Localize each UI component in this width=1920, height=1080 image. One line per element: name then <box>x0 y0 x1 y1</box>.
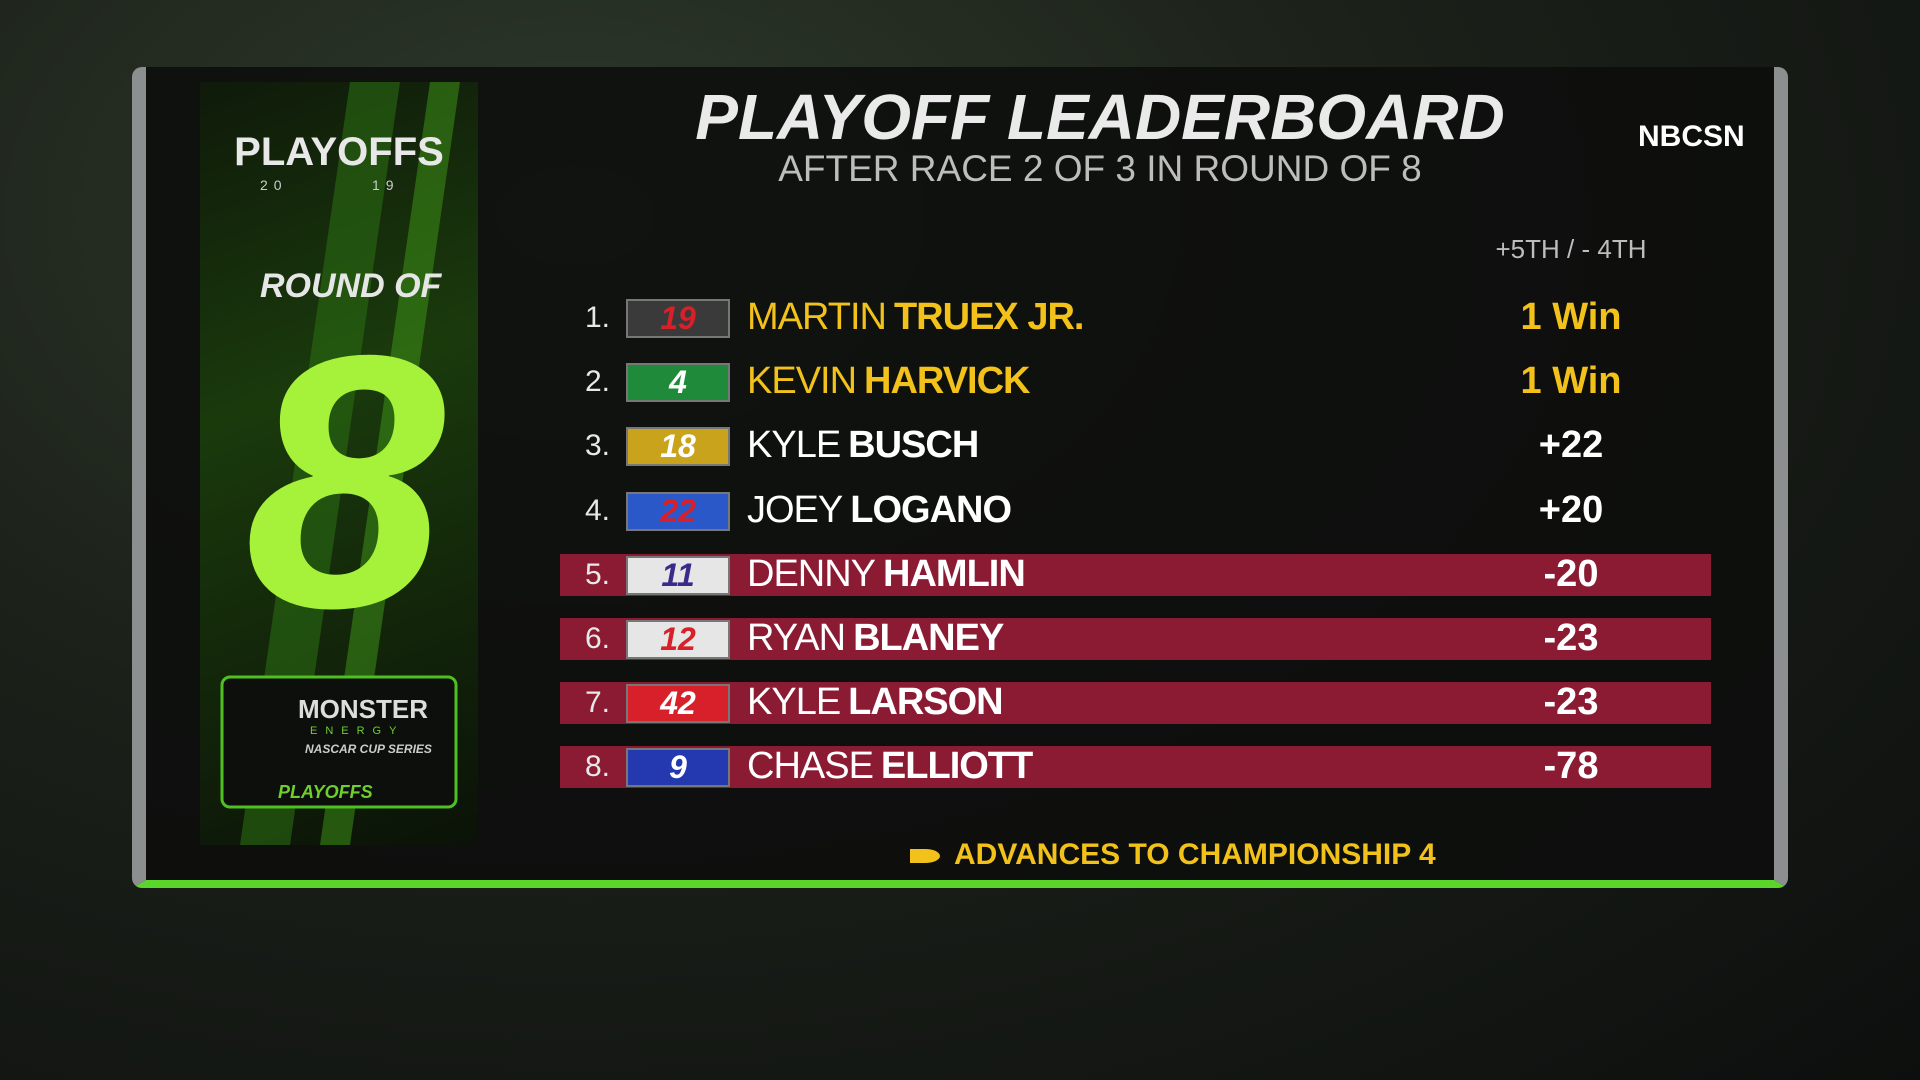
round-number: 8 <box>244 281 446 683</box>
driver-name: DENNY HAMLIN <box>747 552 1026 596</box>
driver-name: KEVIN HARVICK <box>747 360 1030 403</box>
first-name: KYLE <box>747 424 841 467</box>
position: 8. <box>584 750 610 784</box>
first-name: MARTIN <box>747 296 887 338</box>
subtitle: AFTER RACE 2 OF 3 IN ROUND OF 8 <box>778 148 1422 189</box>
position: 6. <box>584 622 610 655</box>
last-name: TRUEX JR. <box>893 296 1084 338</box>
driver-name: MARTIN TRUEX JR. <box>747 296 1084 339</box>
status: 1 Win <box>1520 296 1622 338</box>
status: +20 <box>1538 488 1604 531</box>
driver-name: CHASE ELLIOTT <box>747 745 1033 788</box>
position: 7. <box>584 686 610 720</box>
driver-name: KYLE BUSCH <box>747 424 979 467</box>
row-highlight <box>560 746 1711 789</box>
side-panel: PLAYOFFS 20 19 ROUND OF 8 MONSTER ENERGY… <box>200 82 478 845</box>
car-number: 42 <box>626 684 730 724</box>
title: PLAYOFF LEADERBOARD <box>695 81 1505 153</box>
year-left: 20 <box>260 177 288 193</box>
status: -23 <box>1543 681 1599 724</box>
status: -20 <box>1543 552 1599 595</box>
car-number: 9 <box>626 748 730 788</box>
sponsor: MONSTER <box>298 694 428 724</box>
last-name: BLANEY <box>853 617 1004 659</box>
car-number: 11 <box>626 555 730 595</box>
first-name: KYLE <box>747 681 841 724</box>
driver-name: RYAN BLANEY <box>747 617 1004 660</box>
legend-swatch <box>910 849 940 863</box>
round-label: ROUND OF <box>260 267 442 305</box>
driver-name: JOEY LOGANO <box>747 488 1012 532</box>
first-name: KEVIN <box>747 360 857 403</box>
car-number: 4 <box>626 363 730 403</box>
last-name: HAMLIN <box>883 552 1026 595</box>
badge: PLAYOFFS <box>278 782 373 802</box>
position: 4. <box>584 493 610 527</box>
brand: PLAYOFFS <box>234 130 444 174</box>
network-logo: NBCSN <box>1638 120 1745 153</box>
status: 1 Win <box>1520 360 1622 403</box>
series: NASCAR CUP SERIES <box>305 742 432 756</box>
first-name: CHASE <box>747 745 874 788</box>
sponsor-sub: ENERGY <box>310 725 405 737</box>
first-name: RYAN <box>747 617 846 659</box>
car-number: 22 <box>626 491 730 531</box>
legend: ADVANCES TO CHAMPIONSHIP 4 <box>954 838 1436 871</box>
last-name: LOGANO <box>850 488 1012 531</box>
position: 1. <box>584 301 610 334</box>
position: 2. <box>584 365 610 399</box>
car-number: 12 <box>626 620 730 659</box>
year-right: 19 <box>372 177 400 193</box>
car-number: 18 <box>626 427 730 467</box>
first-name: DENNY <box>747 552 876 595</box>
last-name: BUSCH <box>848 424 979 467</box>
status: +22 <box>1538 424 1604 467</box>
driver-name: KYLE LARSON <box>747 681 1004 724</box>
position: 3. <box>584 429 610 463</box>
side-stripes <box>220 82 460 845</box>
first-name: JOEY <box>747 488 843 531</box>
row-highlight <box>560 618 1711 660</box>
row-highlight <box>560 553 1711 596</box>
status: -78 <box>1543 745 1599 788</box>
row-highlight <box>560 682 1711 725</box>
last-name: HARVICK <box>864 360 1030 403</box>
last-name: ELLIOTT <box>880 745 1033 788</box>
position: 5. <box>584 557 610 591</box>
last-name: LARSON <box>848 681 1003 724</box>
car-number: 19 <box>626 299 730 338</box>
status: -23 <box>1543 617 1599 659</box>
column-header: +5TH / - 4TH <box>1495 234 1647 264</box>
